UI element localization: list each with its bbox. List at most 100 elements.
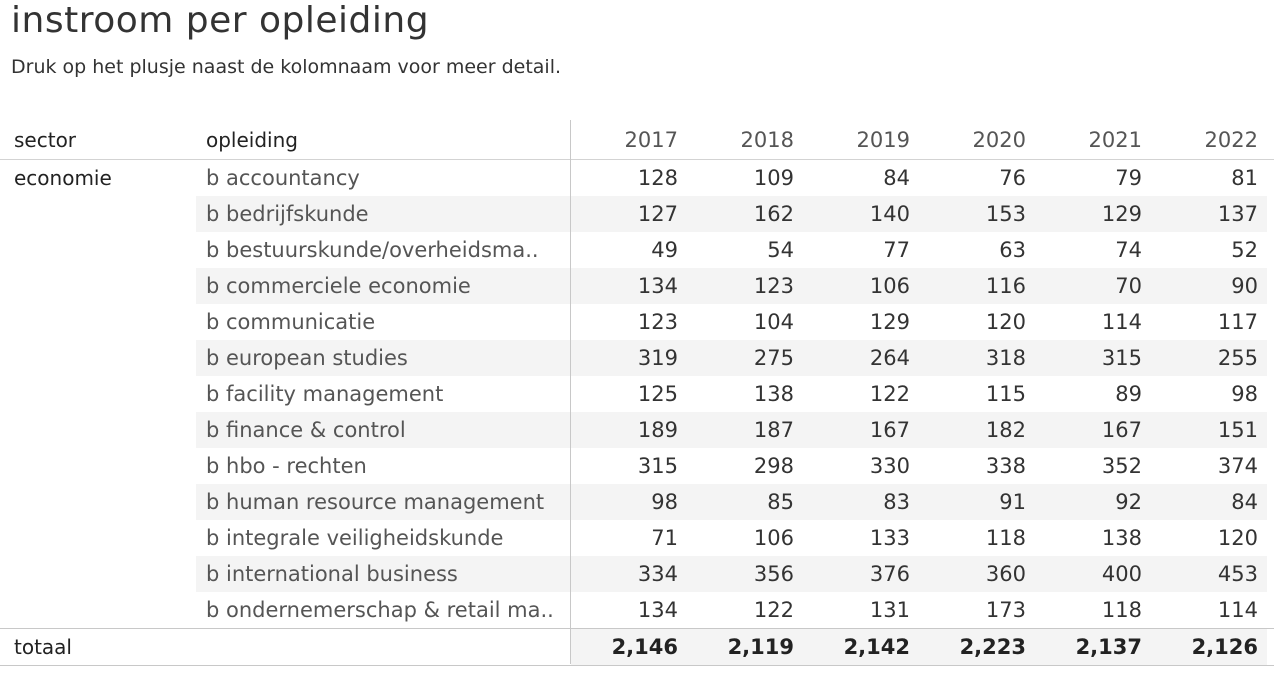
column-header-opleiding[interactable]: opleiding bbox=[206, 128, 298, 152]
value-cell[interactable]: 76 bbox=[999, 166, 1026, 190]
value-cell[interactable]: 84 bbox=[883, 166, 910, 190]
value-cell[interactable]: 115 bbox=[985, 382, 1026, 406]
value-cell[interactable]: 83 bbox=[883, 490, 910, 514]
value-cell[interactable]: 116 bbox=[985, 274, 1026, 298]
value-cell[interactable]: 138 bbox=[753, 382, 794, 406]
table-row[interactable]: b bestuurskunde/overheidsma.. 49 54 77 63 74 5… bbox=[0, 232, 1274, 268]
column-header-sector[interactable]: sector bbox=[14, 128, 77, 152]
value-cell[interactable]: 352 bbox=[1101, 454, 1142, 478]
value-cell[interactable]: 84 bbox=[1231, 490, 1258, 514]
table-row[interactable]: b communicatie 123 104 129 120 114 117 bbox=[0, 304, 1274, 340]
value-cell[interactable]: 334 bbox=[637, 562, 678, 586]
opleiding-cell[interactable]: b bedrijfskunde bbox=[206, 202, 369, 226]
value-cell[interactable]: 118 bbox=[1101, 598, 1142, 622]
value-cell[interactable]: 91 bbox=[999, 490, 1026, 514]
value-cell[interactable]: 330 bbox=[869, 454, 910, 478]
column-header-year[interactable]: 2020 bbox=[972, 128, 1026, 152]
value-cell[interactable]: 127 bbox=[637, 202, 678, 226]
value-cell[interactable]: 122 bbox=[753, 598, 794, 622]
value-cell[interactable]: 360 bbox=[985, 562, 1026, 586]
value-cell[interactable]: 133 bbox=[869, 526, 910, 550]
value-cell[interactable]: 151 bbox=[1217, 418, 1258, 442]
value-cell[interactable]: 98 bbox=[651, 490, 678, 514]
value-cell[interactable]: 118 bbox=[985, 526, 1026, 550]
value-cell[interactable]: 114 bbox=[1101, 310, 1142, 334]
value-cell[interactable]: 123 bbox=[637, 310, 678, 334]
value-cell[interactable]: 120 bbox=[985, 310, 1026, 334]
value-cell[interactable]: 92 bbox=[1115, 490, 1142, 514]
value-cell[interactable]: 122 bbox=[869, 382, 910, 406]
value-cell[interactable]: 138 bbox=[1101, 526, 1142, 550]
value-cell[interactable]: 376 bbox=[869, 562, 910, 586]
value-cell[interactable]: 120 bbox=[1217, 526, 1258, 550]
value-cell[interactable]: 173 bbox=[985, 598, 1026, 622]
column-header-year[interactable]: 2017 bbox=[624, 128, 678, 152]
value-cell[interactable]: 134 bbox=[637, 274, 678, 298]
value-cell[interactable]: 85 bbox=[767, 490, 794, 514]
opleiding-cell[interactable]: b hbo - rechten bbox=[206, 454, 367, 478]
value-cell[interactable]: 71 bbox=[651, 526, 678, 550]
value-cell[interactable]: 125 bbox=[637, 382, 678, 406]
value-cell[interactable]: 123 bbox=[753, 274, 794, 298]
value-cell[interactable]: 106 bbox=[869, 274, 910, 298]
table-row[interactable]: b integrale veiligheidskunde 71 106 133 118 1… bbox=[0, 520, 1274, 556]
opleiding-cell[interactable]: b bestuurskunde/overheidsma.. bbox=[206, 238, 539, 262]
value-cell[interactable]: 63 bbox=[999, 238, 1026, 262]
value-cell[interactable]: 319 bbox=[637, 346, 678, 370]
value-cell[interactable]: 162 bbox=[753, 202, 794, 226]
value-cell[interactable]: 49 bbox=[651, 238, 678, 262]
value-cell[interactable]: 74 bbox=[1115, 238, 1142, 262]
value-cell[interactable]: 338 bbox=[985, 454, 1026, 478]
table-row[interactable]: b hbo - rechten 315 298 330 338 352 374 bbox=[0, 448, 1274, 484]
value-cell[interactable]: 70 bbox=[1115, 274, 1142, 298]
value-cell[interactable]: 374 bbox=[1217, 454, 1258, 478]
value-cell[interactable]: 264 bbox=[869, 346, 910, 370]
value-cell[interactable]: 167 bbox=[1101, 418, 1142, 442]
table-row[interactable]: b european studies 319 275 264 318 315 255 bbox=[0, 340, 1274, 376]
table-row[interactable]: b human resource management 98 85 83 91 92 84 bbox=[0, 484, 1274, 520]
value-cell[interactable]: 104 bbox=[753, 310, 794, 334]
opleiding-cell[interactable]: b finance & control bbox=[206, 418, 406, 442]
value-cell[interactable]: 117 bbox=[1217, 310, 1258, 334]
value-cell[interactable]: 114 bbox=[1217, 598, 1258, 622]
value-cell[interactable]: 79 bbox=[1115, 166, 1142, 190]
value-cell[interactable]: 255 bbox=[1217, 346, 1258, 370]
column-header-year[interactable]: 2019 bbox=[856, 128, 910, 152]
value-cell[interactable]: 129 bbox=[1101, 202, 1142, 226]
table-row[interactable]: b commerciele economie 134 123 106 116 70 90 bbox=[0, 268, 1274, 304]
value-cell[interactable]: 315 bbox=[637, 454, 678, 478]
value-cell[interactable]: 134 bbox=[637, 598, 678, 622]
value-cell[interactable]: 90 bbox=[1231, 274, 1258, 298]
value-cell[interactable]: 400 bbox=[1101, 562, 1142, 586]
total-value[interactable]: 2,142 bbox=[843, 635, 910, 659]
opleiding-cell[interactable]: b ondernemerschap & retail ma.. bbox=[206, 598, 554, 622]
value-cell[interactable]: 275 bbox=[753, 346, 794, 370]
table-row[interactable]: b international business 334 356 376 360 400 4… bbox=[0, 556, 1274, 592]
value-cell[interactable]: 315 bbox=[1101, 346, 1142, 370]
column-header-year[interactable]: 2021 bbox=[1088, 128, 1142, 152]
opleiding-cell[interactable]: b commerciele economie bbox=[206, 274, 471, 298]
table-row[interactable]: b ondernemerschap & retail ma.. 134 122 131… bbox=[0, 592, 1274, 628]
opleiding-cell[interactable]: b communicatie bbox=[206, 310, 376, 334]
opleiding-cell[interactable]: b human resource management bbox=[206, 490, 545, 514]
value-cell[interactable]: 137 bbox=[1217, 202, 1258, 226]
value-cell[interactable]: 128 bbox=[637, 166, 678, 190]
value-cell[interactable]: 182 bbox=[985, 418, 1026, 442]
total-value[interactable]: 2,137 bbox=[1075, 635, 1142, 659]
value-cell[interactable]: 131 bbox=[869, 598, 910, 622]
value-cell[interactable]: 356 bbox=[753, 562, 794, 586]
value-cell[interactable]: 129 bbox=[869, 310, 910, 334]
value-cell[interactable]: 187 bbox=[753, 418, 794, 442]
value-cell[interactable]: 140 bbox=[869, 202, 910, 226]
table-row[interactable]: economie b accountancy 128 109 84 76 79 81 bbox=[0, 160, 1274, 196]
total-value[interactable]: 2,223 bbox=[959, 635, 1026, 659]
column-header-year[interactable]: 2022 bbox=[1204, 128, 1258, 152]
sector-cell[interactable]: economie bbox=[14, 166, 112, 190]
column-header-year[interactable]: 2018 bbox=[740, 128, 794, 152]
value-cell[interactable]: 77 bbox=[883, 238, 910, 262]
table-row[interactable]: b facility management 125 138 122 115 89 98 bbox=[0, 376, 1274, 412]
value-cell[interactable]: 106 bbox=[753, 526, 794, 550]
value-cell[interactable]: 81 bbox=[1231, 166, 1258, 190]
opleiding-cell[interactable]: b facility management bbox=[206, 382, 444, 406]
value-cell[interactable]: 54 bbox=[767, 238, 794, 262]
